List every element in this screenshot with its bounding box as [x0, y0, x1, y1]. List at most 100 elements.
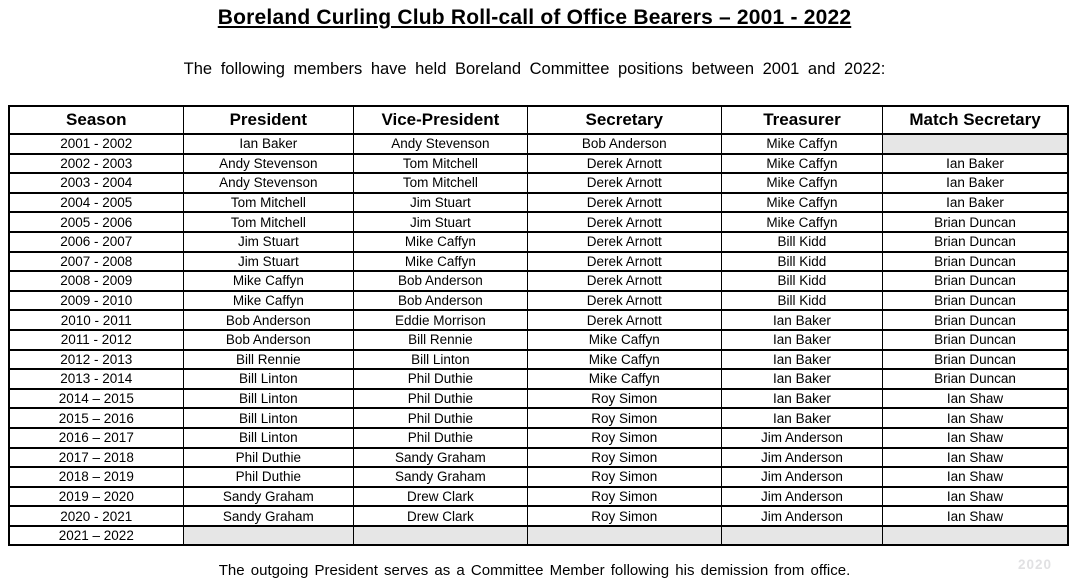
- table-cell: Jim Stuart: [353, 191, 528, 214]
- table-cell: Phil Duthie: [353, 407, 528, 429]
- table-cell: Jim Stuart: [182, 250, 355, 273]
- table-cell: Roy Simon: [526, 407, 722, 429]
- table-cell: Bob Anderson: [353, 270, 528, 292]
- table-cell: Bill Linton: [182, 426, 355, 449]
- table-cell: Brian Duncan: [882, 270, 1069, 292]
- table-cell: 2012 - 2013: [8, 348, 184, 371]
- intro-text: The following members have held Boreland…: [183, 60, 886, 78]
- table-cell: 2010 - 2011: [8, 309, 184, 331]
- table-cell: Jim Stuart: [353, 211, 528, 233]
- table-cell: Roy Simon: [526, 466, 722, 488]
- table-cell: Jim Anderson: [720, 446, 884, 469]
- table-cell: [882, 524, 1069, 547]
- table-row: 2014 – 2015 Bill Linton Phil Duthie Roy Sim…: [8, 387, 1069, 410]
- table-cell: Ian Shaw: [882, 466, 1069, 488]
- table-cell: Ian Shaw: [882, 505, 1069, 527]
- table-row: 2010 - 2011 Bob Anderson Eddie Morrison Der…: [8, 309, 1069, 331]
- table-cell: 2021 – 2022: [8, 524, 184, 547]
- table-cell: Jim Stuart: [182, 230, 355, 253]
- table-cell: 2016 – 2017: [8, 426, 184, 449]
- table-cell: Bill Linton: [182, 368, 355, 390]
- table-cell: [526, 524, 722, 547]
- table-cell: Mike Caffyn: [526, 348, 722, 371]
- table-cell: Phil Duthie: [353, 426, 528, 449]
- table-cell: Mike Caffyn: [182, 289, 355, 312]
- table-cell: Ian Baker: [720, 309, 884, 331]
- table-cell: Brian Duncan: [882, 289, 1069, 312]
- table-cell: Brian Duncan: [882, 250, 1069, 273]
- column-header-match-secretary: Match Secretary: [882, 105, 1069, 135]
- table-cell: Bill Linton: [182, 387, 355, 410]
- table-cell: Ian Shaw: [882, 426, 1069, 449]
- column-header-secretary: Secretary: [526, 105, 722, 135]
- table-cell: Ian Shaw: [882, 485, 1069, 508]
- table-cell: Derek Arnott: [526, 172, 722, 194]
- table-cell: Eddie Morrison: [353, 309, 528, 331]
- table-cell: Drew Clark: [353, 505, 528, 527]
- table-cell: Roy Simon: [526, 446, 722, 469]
- table-cell: Ian Shaw: [882, 407, 1069, 429]
- table-cell: Derek Arnott: [526, 250, 722, 273]
- table-cell: Derek Arnott: [526, 152, 722, 175]
- table-row: 2017 – 2018 Phil Duthie Sandy Graham Roy Si…: [8, 446, 1069, 469]
- table-cell: 2013 - 2014: [8, 368, 184, 390]
- table-cell: Mike Caffyn: [720, 211, 884, 233]
- table-cell: Phil Duthie: [182, 446, 355, 469]
- table-cell: 2005 - 2006: [8, 211, 184, 233]
- table-row: 2018 – 2019 Phil Duthie Sandy Graham Roy Si…: [8, 466, 1069, 488]
- table-cell: Sandy Graham: [353, 466, 528, 488]
- column-header-president: President: [182, 105, 355, 135]
- table-cell: Ian Baker: [882, 191, 1069, 214]
- table-cell: 2014 – 2015: [8, 387, 184, 410]
- table-cell: Jim Anderson: [720, 485, 884, 508]
- table-cell: Brian Duncan: [882, 211, 1069, 233]
- table-cell: Brian Duncan: [882, 368, 1069, 390]
- table-row: 2006 - 2007 Jim Stuart Mike Caffyn Derek Ar…: [8, 230, 1069, 253]
- table-cell: Brian Duncan: [882, 328, 1069, 351]
- table-cell: Bob Anderson: [526, 133, 722, 155]
- table-cell: Bill Kidd: [720, 270, 884, 292]
- page-title: Boreland Curling Club Roll-call of Offic…: [217, 6, 852, 29]
- table-cell: 2007 - 2008: [8, 250, 184, 273]
- table-cell: Phil Duthie: [182, 466, 355, 488]
- table-row: 2009 - 2010 Mike Caffyn Bob Anderson Derek …: [8, 289, 1069, 312]
- table-cell: Andy Stevenson: [182, 172, 355, 194]
- table-cell: Brian Duncan: [882, 230, 1069, 253]
- table-cell: Tom Mitchell: [182, 211, 355, 233]
- table-row: 2015 – 2016 Bill Linton Phil Duthie Roy Sim…: [8, 407, 1069, 429]
- table-row: 2016 – 2017 Bill Linton Phil Duthie Roy Sim…: [8, 426, 1069, 449]
- table-cell: Mike Caffyn: [182, 270, 355, 292]
- table-cell: Derek Arnott: [526, 309, 722, 331]
- table-cell: 2019 – 2020: [8, 485, 184, 508]
- table-cell: Tom Mitchell: [353, 152, 528, 175]
- table-cell: Bill Kidd: [720, 289, 884, 312]
- table-cell: [882, 133, 1069, 155]
- table-cell: Mike Caffyn: [720, 191, 884, 214]
- table-cell: Andy Stevenson: [353, 133, 528, 155]
- table-cell: Ian Shaw: [882, 387, 1069, 410]
- table-cell: Phil Duthie: [353, 387, 528, 410]
- table-cell: Roy Simon: [526, 505, 722, 527]
- table-row: 2019 – 2020 Sandy Graham Drew Clark Roy Sim…: [8, 485, 1069, 508]
- table-cell: Mike Caffyn: [353, 250, 528, 273]
- table-row: 2013 - 2014 Bill Linton Phil Duthie Mike Ca…: [8, 368, 1069, 390]
- table-cell: 2006 - 2007: [8, 230, 184, 253]
- table-cell: Andy Stevenson: [182, 152, 355, 175]
- table-cell: Brian Duncan: [882, 309, 1069, 331]
- table-cell: Bill Kidd: [720, 230, 884, 253]
- table-cell: [182, 524, 355, 547]
- table-cell: 2001 - 2002: [8, 133, 184, 155]
- table-cell: Bill Linton: [182, 407, 355, 429]
- table-cell: Ian Baker: [720, 348, 884, 371]
- table-cell: Ian Baker: [882, 172, 1069, 194]
- table-cell: Ian Baker: [182, 133, 355, 155]
- table-cell: Bill Linton: [353, 348, 528, 371]
- table-cell: Jim Anderson: [720, 466, 884, 488]
- table-row: 2021 – 2022: [8, 524, 1069, 547]
- table-cell: Mike Caffyn: [526, 328, 722, 351]
- table-cell: Bill Rennie: [353, 328, 528, 351]
- table-cell: Sandy Graham: [353, 446, 528, 469]
- table-cell: Bill Rennie: [182, 348, 355, 371]
- table-row: 2004 - 2005 Tom Mitchell Jim Stuart Derek A…: [8, 191, 1069, 214]
- table-row: 2002 - 2003 Andy Stevenson Tom Mitchell Der…: [8, 152, 1069, 175]
